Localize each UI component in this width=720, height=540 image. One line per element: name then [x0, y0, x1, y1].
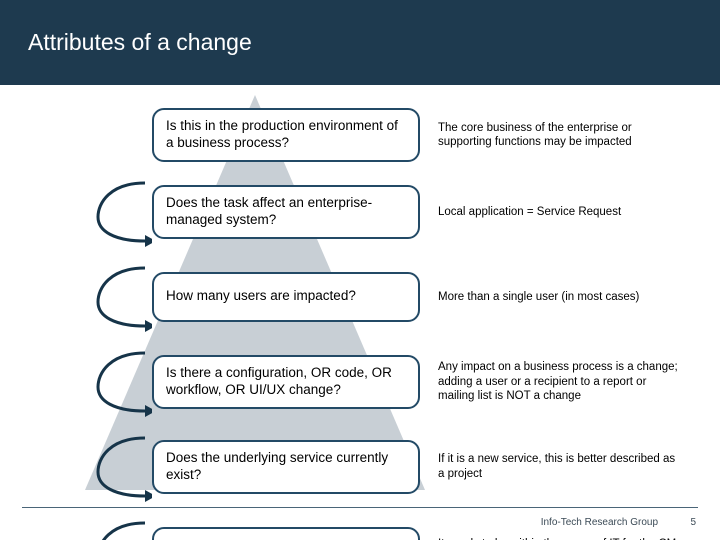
loop-arrow-icon [90, 517, 152, 540]
question-pill: Is this in the production environment of… [152, 108, 420, 162]
question-text: Does the underlying service currently ex… [166, 450, 406, 484]
question-text: How many users are impacted? [166, 288, 356, 305]
question-pill: Does the underlying service currently ex… [152, 440, 420, 494]
question-text: Is this in the production environment of… [166, 118, 406, 152]
question-pill: How many users are impacted? [152, 272, 420, 322]
list-item: Does the task affect an enterprise-manag… [152, 177, 692, 247]
loop-arrow-icon [90, 432, 152, 502]
explanation-text: If it is a new service, this is better d… [438, 452, 678, 481]
footer-org: Info-Tech Research Group [541, 517, 658, 528]
page-title: Attributes of a change [28, 29, 252, 56]
explanation-text: Local application = Service Request [438, 205, 678, 219]
question-text: Is there a configuration, OR code, OR wo… [166, 365, 406, 399]
explanation-text: More than a single user (in most cases) [438, 290, 678, 304]
footer-rule [22, 507, 698, 508]
slide: Attributes of a change Is this in the pr… [0, 0, 720, 540]
explanation-text: The core business of the enterprise or s… [438, 121, 678, 150]
list-item: Does the underlying service currently ex… [152, 432, 692, 502]
list-item: How many users are impacted? More than a… [152, 262, 692, 332]
question-pill: Is there a configuration, OR code, OR wo… [152, 355, 420, 409]
explanation-text: Any impact on a business process is a ch… [438, 360, 678, 403]
header-bar: Attributes of a change [0, 0, 720, 85]
list-item: Is this in the production environment of… [152, 108, 692, 162]
footer-page-number: 5 [690, 517, 696, 528]
loop-arrow-icon [90, 177, 152, 247]
question-pill: Does the task affect an enterprise-manag… [152, 185, 420, 239]
attribute-list: Is this in the production environment of… [152, 108, 692, 540]
loop-arrow-icon [90, 347, 152, 417]
list-item: Is there a configuration, OR code, OR wo… [152, 347, 692, 417]
question-pill: Done/requested by IT [152, 527, 420, 540]
loop-arrow-icon [90, 262, 152, 332]
question-text: Does the task affect an enterprise-manag… [166, 195, 406, 229]
